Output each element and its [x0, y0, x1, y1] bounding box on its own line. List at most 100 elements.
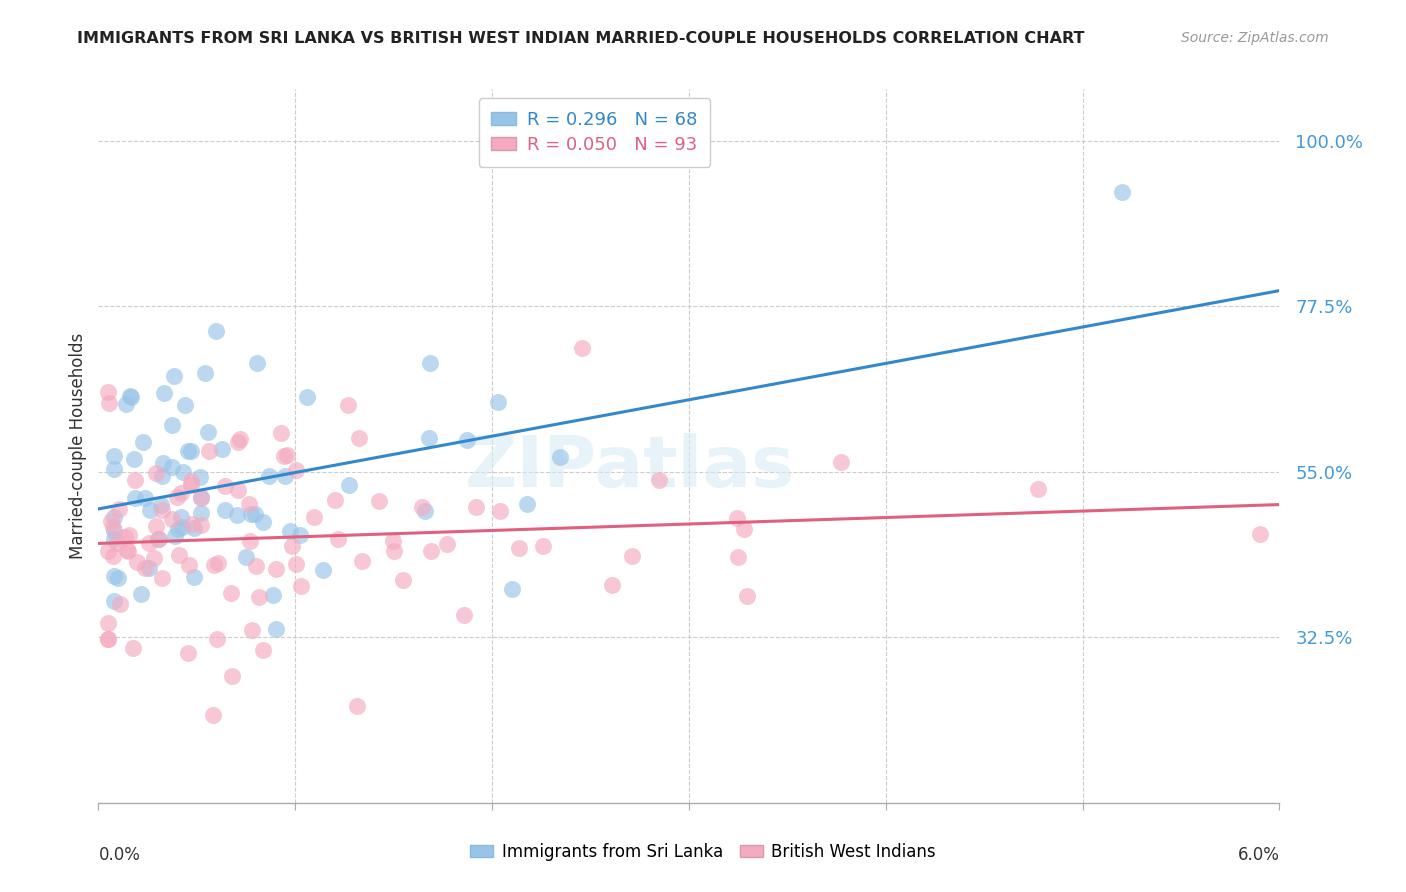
Point [246, 356, 269, 370]
Point [243, 507, 266, 521]
Point [132, 435, 155, 450]
Point [160, 511, 183, 525]
Point [205, 632, 228, 646]
Point [202, 707, 225, 722]
Point [145, 519, 167, 533]
Point [115, 397, 138, 411]
Point [1249, 527, 1271, 541]
Point [180, 516, 202, 531]
Point [516, 497, 538, 511]
Point [620, 549, 643, 563]
Point [411, 500, 433, 514]
Point [382, 534, 405, 549]
Point [733, 522, 755, 536]
Point [278, 524, 301, 538]
Point [285, 558, 308, 572]
Point [727, 550, 749, 565]
Point [97, 385, 120, 400]
Point [190, 518, 212, 533]
Point [830, 454, 852, 468]
Point [139, 502, 162, 516]
Point [226, 435, 249, 450]
Point [172, 466, 194, 480]
Point [150, 571, 173, 585]
Point [290, 579, 312, 593]
Point [148, 532, 170, 546]
Point [392, 573, 415, 587]
Point [145, 466, 167, 480]
Point [219, 586, 242, 600]
Point [152, 457, 174, 471]
Point [138, 561, 160, 575]
Point [436, 537, 458, 551]
Point [180, 478, 202, 492]
Point [167, 522, 190, 536]
Point [180, 443, 202, 458]
Point [548, 450, 571, 465]
Point [179, 558, 201, 572]
Point [153, 386, 176, 401]
Point [160, 459, 183, 474]
Point [190, 491, 212, 505]
Point [226, 508, 249, 523]
Text: IMMIGRANTS FROM SRI LANKA VS BRITISH WEST INDIAN MARRIED-COUPLE HOUSEHOLDS CORRE: IMMIGRANTS FROM SRI LANKA VS BRITISH WES… [77, 31, 1085, 46]
Point [367, 494, 389, 508]
Point [346, 699, 368, 714]
Point [177, 646, 200, 660]
Point [276, 448, 298, 462]
Point [166, 490, 188, 504]
Point [101, 549, 124, 563]
Point [226, 483, 249, 498]
Text: Source: ZipAtlas.com: Source: ZipAtlas.com [1181, 31, 1329, 45]
Point [103, 520, 125, 534]
Point [252, 642, 274, 657]
Point [295, 390, 318, 404]
Point [138, 536, 160, 550]
Point [456, 433, 478, 447]
Point [531, 539, 554, 553]
Point [163, 368, 186, 383]
Point [252, 516, 274, 530]
Point [163, 529, 186, 543]
Point [508, 541, 530, 555]
Point [170, 519, 193, 533]
Text: 6.0%: 6.0% [1237, 846, 1279, 863]
Point [97, 632, 120, 646]
Point [214, 479, 236, 493]
Point [337, 478, 360, 492]
Point [207, 556, 229, 570]
Point [263, 589, 285, 603]
Point [118, 528, 141, 542]
Point [117, 543, 139, 558]
Point [453, 608, 475, 623]
Point [150, 498, 173, 512]
Point [229, 432, 252, 446]
Point [326, 532, 349, 546]
Point [124, 491, 146, 505]
Point [103, 594, 125, 608]
Point [486, 395, 509, 409]
Point [103, 532, 125, 546]
Point [1111, 185, 1133, 199]
Point [349, 431, 371, 445]
Point [270, 426, 292, 441]
Point [312, 563, 335, 577]
Point [198, 444, 221, 458]
Point [464, 500, 486, 515]
Point [97, 632, 120, 647]
Point [273, 469, 295, 483]
Point [124, 474, 146, 488]
Point [239, 508, 262, 522]
Point [501, 582, 523, 596]
Point [221, 669, 243, 683]
Point [150, 469, 173, 483]
Point [167, 548, 190, 562]
Point [382, 544, 405, 558]
Point [183, 521, 205, 535]
Point [190, 470, 212, 484]
Point [114, 530, 136, 544]
Point [273, 449, 295, 463]
Point [418, 431, 440, 445]
Point [122, 640, 145, 655]
Point [107, 571, 129, 585]
